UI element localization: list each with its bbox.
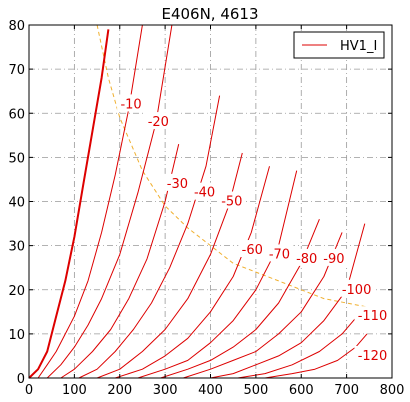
curve-label: -110: [358, 309, 388, 324]
curve-label-bg: [319, 248, 348, 266]
curve-vg-60: [115, 166, 270, 379]
chart-title: E406N, 4613: [161, 5, 258, 23]
curve-label: -30: [167, 177, 188, 192]
y-tick-label: 10: [8, 328, 25, 343]
x-tick-label: 300: [153, 383, 178, 398]
dissipation-layer: [96, 24, 370, 308]
y-tick-label: 70: [8, 63, 25, 78]
curve-label-bg: [265, 244, 294, 262]
curve-label-bg: [238, 240, 267, 258]
curve-label: -20: [148, 115, 169, 130]
legend-label: HV1_I: [340, 39, 377, 54]
grid-layer: [29, 25, 392, 378]
x-tick-label: 100: [62, 383, 87, 398]
curve-label: -10: [120, 97, 141, 112]
y-tick-label: 60: [8, 107, 25, 122]
axes-layer: 0 100 200 300 400 500 600 700 800 0 10 20 30 40 50 60 70…: [8, 19, 404, 398]
curve-label-bg: [190, 182, 219, 200]
curve-vg-20: [46, 24, 173, 379]
curve-label-bg: [338, 279, 375, 297]
curve-label: -120: [358, 349, 388, 364]
x-tick-label: 600: [289, 383, 314, 398]
curve-label: -70: [269, 247, 290, 262]
curve-vg-50: [96, 152, 243, 379]
x-tick-label: 0: [25, 383, 33, 398]
curve-vg-120: [264, 333, 368, 379]
curve-vg-110: [237, 307, 366, 379]
y-tick-label: 0: [17, 372, 25, 387]
curve-labels-layer: -10 -20 -30 -40 -50 -60 -70 -80 -90 -100 -110 -120: [117, 94, 391, 364]
curve-vg-30: [60, 143, 180, 379]
curve-vg-80: [160, 219, 320, 379]
y-tick-label: 30: [8, 240, 25, 255]
curve-vg-90: [183, 232, 343, 379]
curve-label-bg: [163, 173, 192, 191]
legend: HV1_I: [293, 31, 385, 59]
x-tick-label: 800: [380, 383, 405, 398]
dissipation-curve: [96, 24, 370, 308]
curve-label-bg: [292, 248, 321, 266]
y-tick-label: 20: [8, 284, 25, 299]
curve-label: -90: [323, 252, 344, 267]
x-tick-label: 400: [198, 383, 223, 398]
curve-label-bg: [354, 345, 391, 363]
curve-label-bg: [217, 191, 246, 209]
y-tick-label: 40: [8, 196, 25, 211]
curve-label: -50: [221, 195, 242, 210]
curve-label-bg: [354, 306, 391, 324]
curve-label: -100: [342, 283, 372, 298]
curve-label: -80: [296, 252, 317, 267]
curve-label-bg: [117, 94, 146, 112]
y-tick-label: 80: [8, 19, 25, 34]
x-tick-label: 500: [243, 383, 268, 398]
x-tick-label: 700: [334, 383, 359, 398]
curve-vg-10: [37, 24, 143, 379]
curve-label: -60: [242, 243, 263, 258]
x-tick-label: 200: [107, 383, 132, 398]
curve-label: -40: [194, 186, 215, 201]
y-tick-label: 50: [8, 151, 25, 166]
curve-label-bg: [144, 112, 173, 130]
curve-vg0: [28, 29, 110, 379]
